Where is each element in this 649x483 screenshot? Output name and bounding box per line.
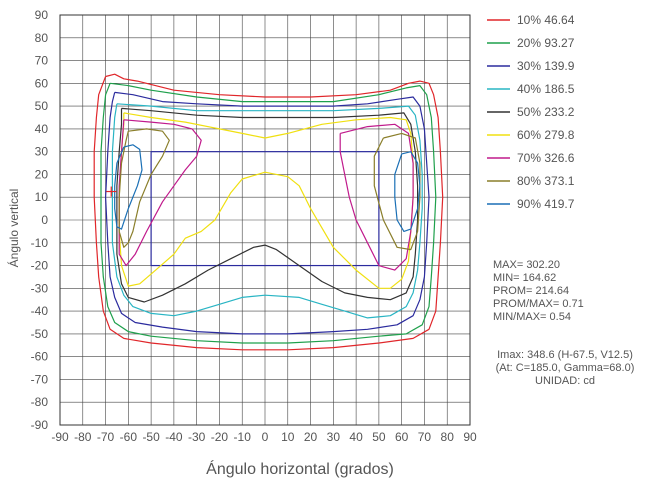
x-tick-label: -20 — [211, 430, 229, 444]
x-tick-label: -30 — [188, 430, 206, 444]
y-tick-label: 50 — [35, 99, 49, 113]
x-tick-labels: -90 -80 -70 -60 -50 -40 -30 -20 -10 0 10 20 30 40 50 60… — [51, 430, 477, 444]
legend-label: 10% 46.64 — [517, 13, 575, 27]
x-tick-label: 50 — [372, 430, 386, 444]
stat-prom: PROM= 214.64 — [493, 285, 569, 297]
legend-label: 50% 233.2 — [517, 105, 575, 119]
imax-unit: UNIDAD: cd — [535, 375, 595, 387]
x-tick-label: 90 — [463, 430, 477, 444]
y-tick-label: -50 — [31, 327, 49, 341]
x-tick-label: 0 — [262, 430, 269, 444]
x-tick-label: -80 — [74, 430, 92, 444]
y-tick-label: -90 — [31, 418, 49, 432]
y-tick-label: 60 — [35, 76, 49, 90]
grid — [59, 14, 471, 426]
isoline — [118, 112, 414, 289]
y-tick-label: -20 — [31, 259, 49, 273]
isoline — [118, 119, 202, 267]
x-tick-label: -70 — [97, 430, 115, 444]
legend-label: 90% 419.7 — [517, 197, 575, 211]
y-tick-label: 20 — [35, 167, 49, 181]
x-tick-label: 30 — [327, 430, 341, 444]
x-tick-label: 40 — [349, 430, 363, 444]
isoline — [93, 73, 444, 351]
y-tick-label: 30 — [35, 145, 49, 159]
stats-block: MAX= 302.20 MIN= 164.62 PROM= 214.64 PRO… — [493, 259, 584, 323]
contour-lines — [93, 73, 444, 351]
legend-label: 80% 373.1 — [517, 174, 575, 188]
isoline — [111, 103, 423, 319]
x-tick-label: -40 — [165, 430, 183, 444]
reference-rectangle — [150, 151, 380, 267]
stat-min: MIN= 164.62 — [493, 272, 556, 284]
y-tick-label: 10 — [35, 190, 49, 204]
legend-label: 40% 186.5 — [517, 82, 575, 96]
stat-min-max: MIN/MAX= 0.54 — [493, 311, 571, 323]
legend-label: 60% 279.8 — [517, 128, 575, 142]
y-tick-label: -70 — [31, 372, 49, 386]
legend-label: 20% 93.27 — [517, 36, 575, 50]
x-tick-label: -10 — [234, 430, 252, 444]
y-tick-label: -60 — [31, 350, 49, 364]
x-tick-label: -60 — [120, 430, 138, 444]
y-tick-label: -40 — [31, 304, 49, 318]
y-tick-labels: 90 80 70 60 50 40 30 20 10 0 -10 -20 -30 -40 -50 -60 -70… — [31, 8, 49, 432]
isoline — [104, 91, 430, 335]
x-tick-label: 70 — [418, 430, 432, 444]
stat-max: MAX= 302.20 — [493, 259, 560, 271]
stat-prom-max: PROM/MAX= 0.71 — [493, 298, 584, 310]
legend-label: 30% 139.9 — [517, 59, 575, 73]
y-tick-label: 90 — [35, 8, 49, 22]
plot-frame — [59, 14, 471, 426]
isoline — [394, 151, 421, 232]
isoline — [373, 132, 421, 251]
isoline — [339, 123, 414, 271]
x-axis-label: Ángulo horizontal (grados) — [206, 459, 394, 478]
isoline — [100, 82, 437, 344]
x-tick-label: -90 — [51, 430, 69, 444]
y-tick-label: -10 — [31, 236, 49, 250]
legend-label: 70% 326.6 — [517, 151, 575, 165]
legend: 10% 46.64 20% 93.27 30% 139.9 40% 186.5 50% … — [487, 13, 575, 211]
imax-value: Imax: 348.6 (H-67.5, V12.5) — [497, 349, 633, 361]
x-tick-label: -50 — [142, 430, 160, 444]
x-tick-label: 20 — [304, 430, 318, 444]
imax-block: Imax: 348.6 (H-67.5, V12.5) (At: C=185.0… — [496, 349, 635, 387]
y-tick-label: -80 — [31, 395, 49, 409]
x-tick-label: 60 — [395, 430, 409, 444]
y-axis-label: Ángulo vertical — [6, 189, 21, 268]
x-tick-label: 10 — [281, 430, 295, 444]
isoline — [114, 144, 143, 230]
y-tick-label: 0 — [41, 213, 48, 227]
y-tick-label: -30 — [31, 281, 49, 295]
isoline — [116, 107, 419, 303]
y-tick-label: 40 — [35, 122, 49, 136]
isoline — [118, 128, 170, 248]
y-tick-label: 70 — [35, 54, 49, 68]
imax-position: (At: C=185.0, Gamma=68.0) — [496, 362, 635, 374]
y-tick-label: 80 — [35, 31, 49, 45]
x-tick-label: 80 — [441, 430, 455, 444]
